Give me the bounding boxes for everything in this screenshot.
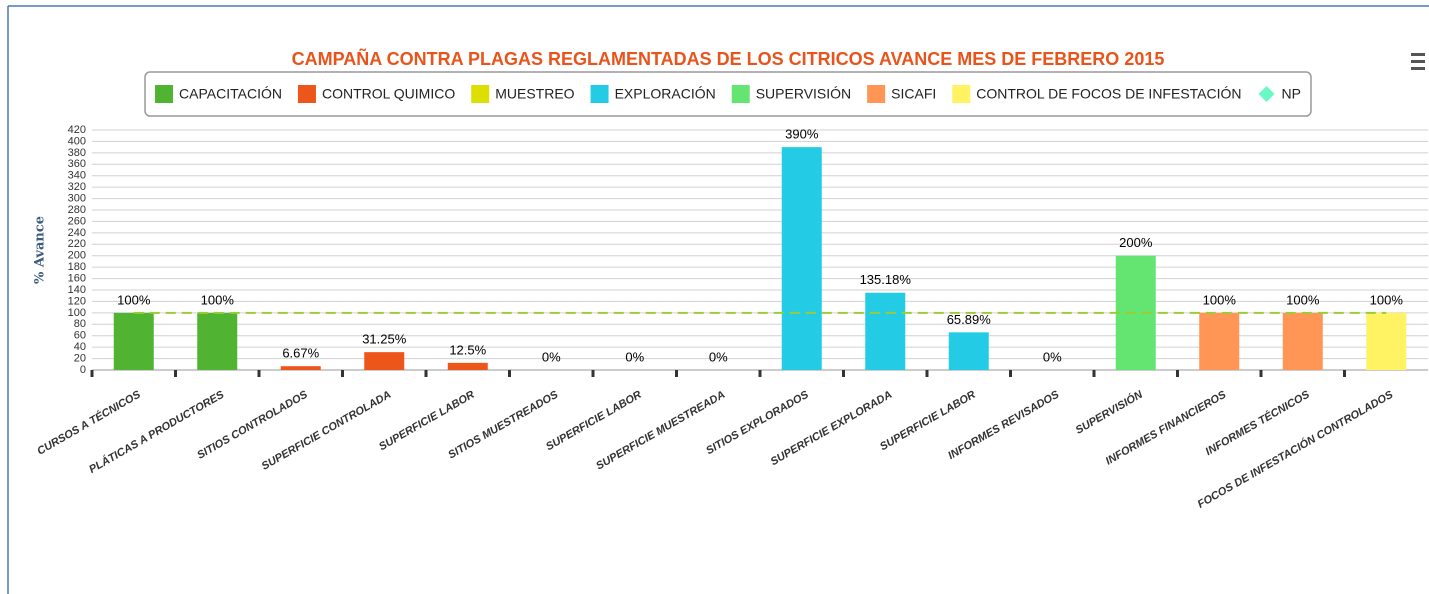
legend-label: SUPERVISIÓN xyxy=(756,86,851,102)
legend-box xyxy=(144,71,1312,117)
data-label: 100% xyxy=(1286,292,1320,307)
bar xyxy=(781,147,822,370)
legend-item: SICAFI xyxy=(867,85,936,103)
menu-bar[interactable] xyxy=(1411,60,1425,63)
data-label: 100% xyxy=(201,292,235,307)
y-tick-label: 420 xyxy=(68,124,86,136)
data-label: 0% xyxy=(625,349,644,364)
legend-label: MUESTREO xyxy=(495,86,574,102)
bar xyxy=(865,292,906,370)
legend-marker xyxy=(590,85,609,103)
data-label: 135.18% xyxy=(860,272,912,287)
bar xyxy=(948,332,989,370)
y-axis-title: % Avance xyxy=(33,216,48,284)
y-tick-label: 300 xyxy=(68,192,86,204)
legend-marker xyxy=(952,85,971,103)
bar xyxy=(113,312,154,370)
y-tick-label: 360 xyxy=(68,158,86,170)
legend-item: MUESTREO xyxy=(471,85,575,103)
y-tick-label: 160 xyxy=(68,272,86,284)
y-tick-label: 140 xyxy=(68,284,86,296)
y-tick-label: 180 xyxy=(68,261,86,273)
bar xyxy=(447,362,488,370)
y-tick-label: 340 xyxy=(68,170,86,182)
legend-marker xyxy=(471,85,490,103)
bar xyxy=(197,312,238,370)
legend: CAPACITACIÓN CONTROL QUIMICO MUESTREO EXPLO… xyxy=(144,71,1312,117)
data-label: 100% xyxy=(1370,292,1404,307)
data-label: 65.89% xyxy=(947,312,992,327)
y-tick-label: 260 xyxy=(68,215,86,227)
y-tick-label: 280 xyxy=(68,204,86,216)
legend-marker xyxy=(297,85,316,103)
x-tick-label: SUPERVISIÓN xyxy=(1073,387,1146,436)
y-tick-label: 380 xyxy=(68,147,86,159)
data-label: 31.25% xyxy=(362,332,407,347)
x-tick-label: SUPERFICIE CONTROLADA xyxy=(260,389,394,473)
y-tick-label: 220 xyxy=(68,238,86,250)
menu-bar[interactable] xyxy=(1411,67,1425,70)
data-label: 200% xyxy=(1119,235,1153,250)
bar xyxy=(1282,312,1323,370)
data-label: 12.5% xyxy=(449,342,486,357)
menu-bar[interactable] xyxy=(1411,53,1425,56)
legend-marker xyxy=(731,85,750,103)
y-tick-label: 120 xyxy=(68,295,86,307)
bar xyxy=(1366,312,1407,370)
legend-label: CONTROL DE FOCOS DE INFESTACIÓN xyxy=(976,86,1241,102)
legend-marker xyxy=(1258,86,1275,102)
y-tick-label: 100 xyxy=(68,307,86,319)
data-label: 0% xyxy=(542,349,561,364)
legend-label: SICAFI xyxy=(891,86,936,102)
legend-label: CONTROL QUIMICO xyxy=(322,86,455,102)
bar xyxy=(1199,312,1240,370)
data-label: 100% xyxy=(1203,292,1237,307)
legend-item: CAPACITACIÓN xyxy=(155,85,282,103)
y-tick-label: 20 xyxy=(74,352,86,364)
chart-title: CAMPAÑA CONTRA PLAGAS REGLAMENTADAS DE L… xyxy=(292,48,1165,69)
bar xyxy=(364,352,405,370)
data-label: 100% xyxy=(117,292,151,307)
legend-item: SUPERVISIÓN xyxy=(731,85,851,103)
legend-item: NP xyxy=(1258,86,1301,102)
y-tick-label: 60 xyxy=(74,330,86,342)
bar xyxy=(280,366,321,370)
legend-item: EXPLORACIÓN xyxy=(590,85,716,103)
legend-label: CAPACITACIÓN xyxy=(179,86,282,102)
legend-item: CONTROL DE FOCOS DE INFESTACIÓN xyxy=(952,85,1242,103)
y-tick-label: 80 xyxy=(74,318,86,330)
legend-marker xyxy=(155,85,174,103)
menu-button[interactable] xyxy=(1411,53,1425,70)
y-tick-label: 320 xyxy=(68,181,86,193)
y-tick-label: 240 xyxy=(68,227,86,239)
data-label: 0% xyxy=(1043,349,1062,364)
legend-marker xyxy=(867,85,886,103)
legend-label: EXPLORACIÓN xyxy=(615,86,716,102)
legend-item: CONTROL QUIMICO xyxy=(297,85,455,103)
y-tick-label: 0 xyxy=(80,364,86,376)
y-tick-label: 200 xyxy=(68,250,86,262)
data-label: 6.67% xyxy=(282,346,319,361)
legend-label: NP xyxy=(1282,86,1301,102)
data-label: 390% xyxy=(785,127,819,142)
y-tick-label: 400 xyxy=(68,135,86,147)
y-tick-label: 40 xyxy=(74,341,86,353)
data-label: 0% xyxy=(709,349,728,364)
x-tick-label: PLÁTICAS A PRODUCTORES xyxy=(87,388,227,476)
